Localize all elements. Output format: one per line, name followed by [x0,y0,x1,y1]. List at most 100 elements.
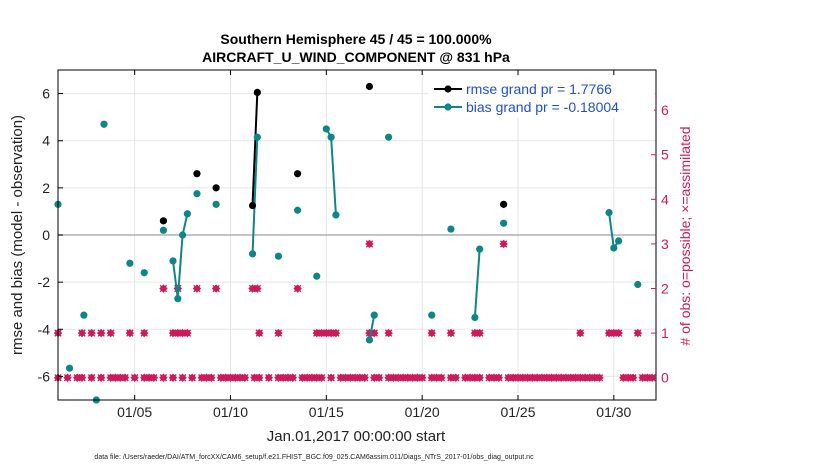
bias-point-23 [370,311,378,319]
x-tick-label-4: 01/25 [500,404,535,420]
obs-assimilated-marker-104 [183,329,192,337]
bias-line-segment-1 [251,137,259,254]
bias-point-33 [615,237,623,245]
data-file-footer: data file: /Users/raeder/DAI/ATM_forcXX/… [94,454,534,461]
obs-assimilated-marker-118 [475,329,484,337]
chart-title: Southern Hemisphere 45 / 45 = 100.000% [220,31,492,47]
bias-point-17 [293,206,302,214]
bias-point-19 [322,125,330,133]
rmse-point-1 [193,170,201,178]
y-tick-label-4: 2 [42,180,50,196]
obs-assimilated-marker-58 [437,374,446,382]
obs-assimilated-marker-55 [418,374,426,382]
bias-point-2 [80,311,88,319]
obs-assimilated-marker-111 [332,329,340,337]
rmse-point-4 [253,88,261,96]
rmse-point-3 [248,201,257,210]
obs-assimilated-marker-96 [87,329,96,337]
x-tick-label-1: 01/10 [213,404,248,420]
obs-assimilated-marker-4 [87,374,96,382]
obs-assimilated-marker-5 [97,374,105,382]
bias-point-7 [159,226,168,234]
obs-assimilated-marker-115 [428,329,436,337]
y2-axis-label: # of obs: o=possible; ×=assimilated [677,126,693,345]
obs-assimilated-marker-124 [159,284,168,293]
obs-assimilated-marker-3 [78,374,86,382]
obs-assimilated-marker-114 [384,329,393,337]
legend-rmse-marker [444,85,452,93]
chart-subtitle: AIRCRAFT_U_WIND_COMPONENT @ 831 hPa [202,49,510,65]
obs-assimilated-marker-100 [140,329,148,337]
bias-line-segment-3 [368,314,376,341]
obs-assimilated-marker-38 [317,374,326,382]
y2-tick-label-6: 6 [661,102,669,118]
obs-assimilated-marker-33 [289,374,297,382]
bias-point-31 [605,209,613,217]
obs-assimilated-marker-130 [293,284,302,293]
obs-assimilated-marker-47 [375,374,383,382]
x-tick-label-2: 01/15 [309,404,344,420]
obs-assimilated-marker-67 [495,374,503,382]
obs-assimilated-marker-127 [212,284,220,293]
bias-point-28 [476,245,484,253]
obs-assimilated-marker-90 [629,374,637,382]
y2-axis-ticks: 0 1 2 3 4 5 6 [651,102,669,386]
obs-assimilated-marker-1 [63,374,72,382]
obs-assimilated-marker-122 [614,329,623,337]
bias-point-18 [313,272,321,280]
obs-assimilated-marker-10 [130,374,139,382]
bias-point-34 [634,280,642,289]
obs-assimilated-marker-116 [447,329,455,337]
bias-point-13 [212,200,220,208]
obs-count-markers [53,239,657,382]
bias-point-22 [365,336,374,344]
bias-point-15 [253,133,261,141]
bias-point-4 [100,120,108,128]
y2-tick-label-2: 2 [661,281,669,297]
bias-line-segment-4 [473,249,481,318]
rmse-point-0 [159,217,168,225]
bias-point-12 [193,190,201,198]
series-points [54,82,642,404]
rmse-point-5 [293,170,302,178]
obs-assimilated-marker-15 [169,374,177,382]
bias-point-5 [126,259,134,267]
x-tick-label-5: 01/30 [596,404,631,420]
y-axis-ticks: -6 -4 -2 0 2 4 6 [38,86,63,384]
legend-bias-label: bias grand pr = -0.18004 [466,99,619,115]
rmse-line-segment-0 [251,92,259,206]
bias-point-20 [327,133,335,141]
bias-point-21 [332,211,340,219]
obs-assimilated-marker-106 [274,329,283,337]
obs-assimilated-marker-99 [126,329,134,337]
y2-tick-label-0: 0 [661,370,669,386]
obs-assimilated-marker-9 [121,374,129,382]
obs-assimilated-marker-28 [255,374,263,382]
obs-assimilated-marker-39 [327,374,335,382]
legend: rmse grand pr = 1.7766 bias grand pr = -… [428,76,654,118]
bias-point-6 [140,269,148,277]
obs-assimilated-marker-17 [188,374,196,382]
y2-tick-label-4: 4 [661,191,669,207]
y-tick-label-6: 6 [42,86,50,102]
y-tick-label-0: -6 [38,368,51,384]
rmse-point-2 [212,184,220,192]
obs-assimilated-marker-45 [360,374,369,382]
legend-rmse-label: rmse grand pr = 1.7766 [466,81,612,97]
bias-point-26 [447,225,455,233]
x-tick-label-0: 01/05 [117,404,152,420]
obs-assimilated-marker-132 [499,240,508,248]
obs-assimilated-marker-95 [78,329,86,337]
y-axis-label: rmse and bias (model - observation) [9,115,26,355]
x-tick-label-3: 01/20 [405,404,440,420]
obs-assimilated-marker-87 [595,374,604,382]
obs-assimilated-marker-98 [107,329,115,337]
bias-point-8 [169,257,177,265]
obs-assimilated-marker-29 [265,374,273,382]
bias-point-25 [428,311,436,319]
rmse-point-6 [365,82,374,91]
obs-assimilated-marker-26 [241,374,249,382]
legend-bias-marker [444,103,452,111]
bias-point-29 [500,219,508,227]
